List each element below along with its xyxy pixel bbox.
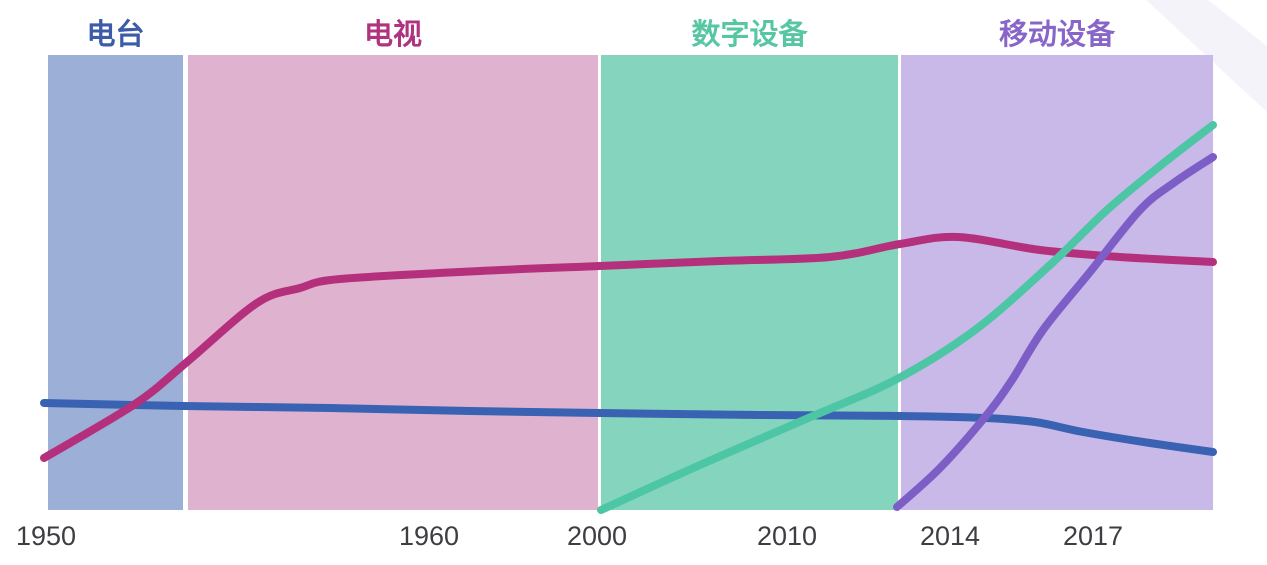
x-tick-label-1: 1960 — [399, 521, 459, 551]
era-label-0: 电台 — [86, 17, 144, 51]
x-tick-label-5: 2017 — [1063, 521, 1123, 551]
series-line-0 — [40, 399, 1217, 456]
era-band-2 — [601, 55, 898, 510]
series-line-2 — [597, 121, 1217, 514]
x-tick-label-4: 2014 — [920, 521, 980, 551]
era-band-3 — [901, 55, 1213, 510]
x-tick-label-2: 2000 — [567, 521, 627, 551]
era-band-0 — [48, 55, 183, 510]
era-label-1: 电视 — [364, 18, 422, 51]
series-line-3 — [893, 153, 1217, 511]
series-line-1 — [40, 232, 1217, 462]
era-band-1 — [188, 55, 598, 510]
era-label-2: 数字设备 — [691, 17, 808, 51]
era-label-3: 移动设备 — [999, 18, 1116, 51]
x-tick-label-0: 1950 — [16, 521, 76, 551]
x-tick-label-3: 2010 — [757, 521, 817, 551]
